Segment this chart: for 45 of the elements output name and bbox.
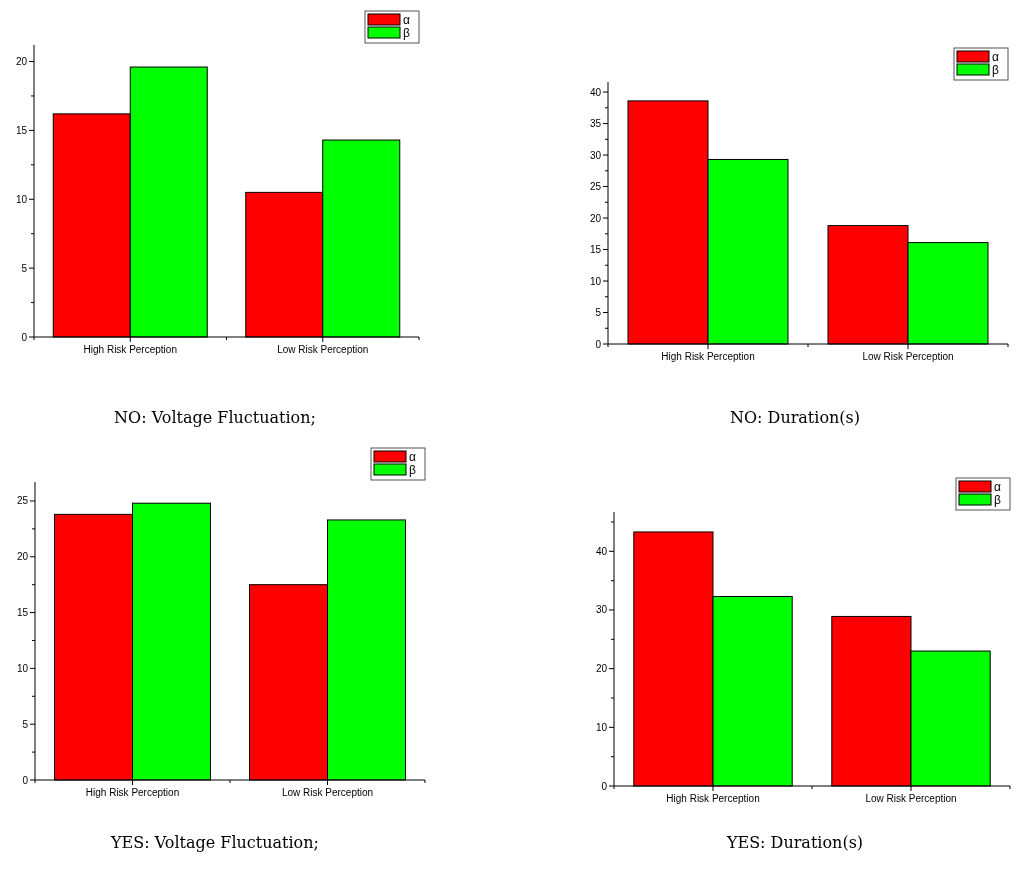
text: YES: Duration(s) [725,833,864,852]
legend-label: β [994,493,1001,507]
legend-label: α [992,50,999,64]
text: NO: Duration(s) [729,408,861,427]
y-tick-label: 0 [601,780,608,792]
y-tick-label: 20 [595,663,608,675]
legend-label: α [403,13,410,27]
y-tick-label: 0 [595,338,602,350]
legend-label: α [409,450,416,464]
y-tick-label: 20 [15,56,28,68]
legend-label: α [994,480,1001,494]
y-tick-label: 30 [595,604,608,616]
x-tick-label: High Risk Perception [666,793,760,804]
y-tick-label: 10 [595,721,608,733]
text: YES: Voltage Fluctuation; [110,833,319,852]
y-tick-label: 0 [22,774,29,786]
y-tick-label: 20 [16,551,29,563]
y-tick-label: 15 [15,124,28,136]
y-tick-label: 10 [16,662,29,674]
y-tick-label: 0 [21,331,28,343]
y-tick-label: 30 [589,149,602,161]
x-tick-label: Low Risk Perception [862,351,954,362]
y-tick-label: 20 [589,212,602,224]
legend-label: β [403,26,410,40]
y-tick-label: 15 [16,607,29,619]
legend-label: β [409,463,416,477]
y-tick-label: 10 [15,193,28,205]
y-tick-label: 35 [589,118,602,130]
x-tick-label: Low Risk Perception [277,344,369,355]
text: NO: Voltage Fluctuation; [114,408,316,427]
y-tick-label: 10 [589,275,602,287]
x-tick-label: High Risk Perception [661,351,755,362]
y-tick-label: 40 [589,86,602,98]
y-tick-label: 5 [22,718,29,730]
x-tick-label: Low Risk Perception [281,787,374,798]
y-tick-label: 5 [21,262,28,274]
x-tick-label: High Risk Perception [85,787,180,798]
y-tick-label: 40 [595,545,608,557]
x-tick-label: Low Risk Perception [865,793,957,804]
legend-label: β [992,63,999,77]
y-tick-label: 25 [16,495,29,507]
y-tick-label: 25 [589,181,602,193]
y-tick-label: 5 [595,307,602,319]
y-tick-label: 15 [589,244,602,256]
x-tick-label: High Risk Perception [83,344,177,355]
